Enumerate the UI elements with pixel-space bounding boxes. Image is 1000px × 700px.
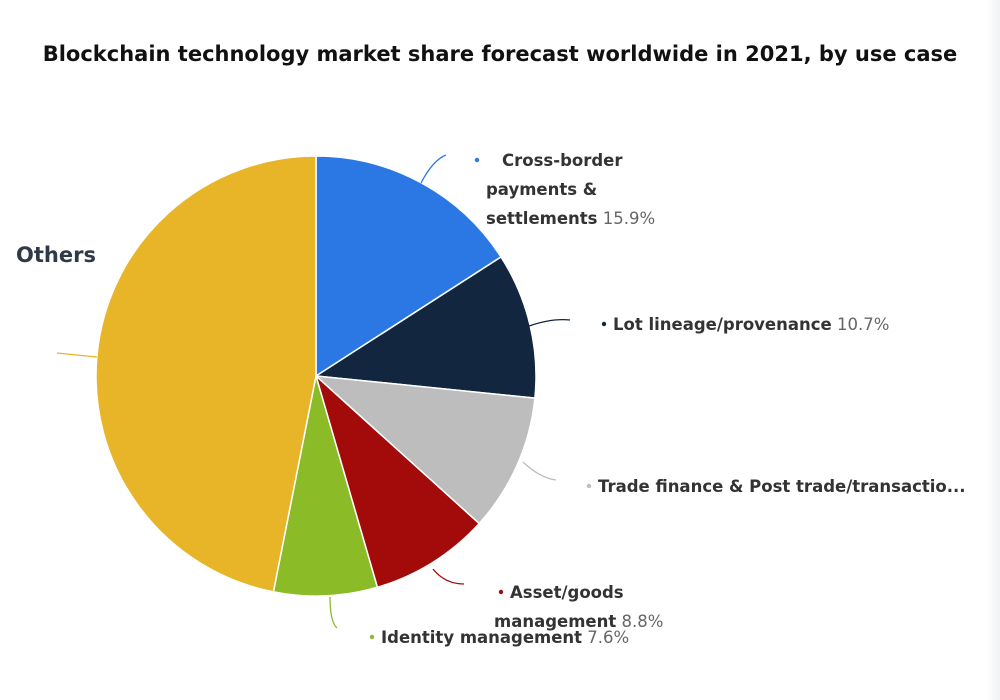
legend-bullet (369, 634, 375, 640)
slice-label: Lot lineage/provenance 10.7% (613, 315, 889, 334)
pie-slice[interactable] (314, 373, 481, 589)
legend-bullet (601, 321, 607, 327)
label-connector (528, 318, 571, 327)
slice-labels: Cross-border payments & settlements 15.9% L… (16, 151, 966, 647)
pie-slice[interactable] (313, 375, 536, 525)
legend-bullet (474, 157, 480, 163)
legend-bullet (498, 589, 504, 595)
slice-label: Trade finance & Post trade/transactio... (598, 477, 966, 496)
slice-value: 15.9% (597, 209, 655, 228)
slice-label: Cross-border payments & settlements 15.9% (486, 151, 655, 228)
label-connector (432, 568, 465, 585)
slice-value: 10.7% (832, 315, 890, 334)
right-edge-shadow (986, 0, 1000, 700)
slice-value: 8.8% (616, 612, 663, 631)
label-connector (420, 154, 447, 184)
label-connector (329, 596, 338, 629)
slice-label: Others (16, 243, 96, 267)
legend-bullet (586, 483, 592, 489)
slice-label: Identity management 7.6% (381, 628, 629, 647)
label-connector (522, 461, 557, 481)
label-connectors (56, 154, 571, 629)
pie-slices (95, 155, 537, 597)
pie-slice[interactable] (95, 155, 317, 593)
label-connector (56, 352, 98, 358)
pie-slice[interactable] (272, 375, 379, 597)
slice-label: Asset/goods management 8.8% (494, 583, 663, 631)
slice-value: 7.6% (582, 628, 629, 647)
chart-title: Blockchain technology market share forec… (42, 42, 958, 66)
pie-slice[interactable] (313, 255, 537, 399)
